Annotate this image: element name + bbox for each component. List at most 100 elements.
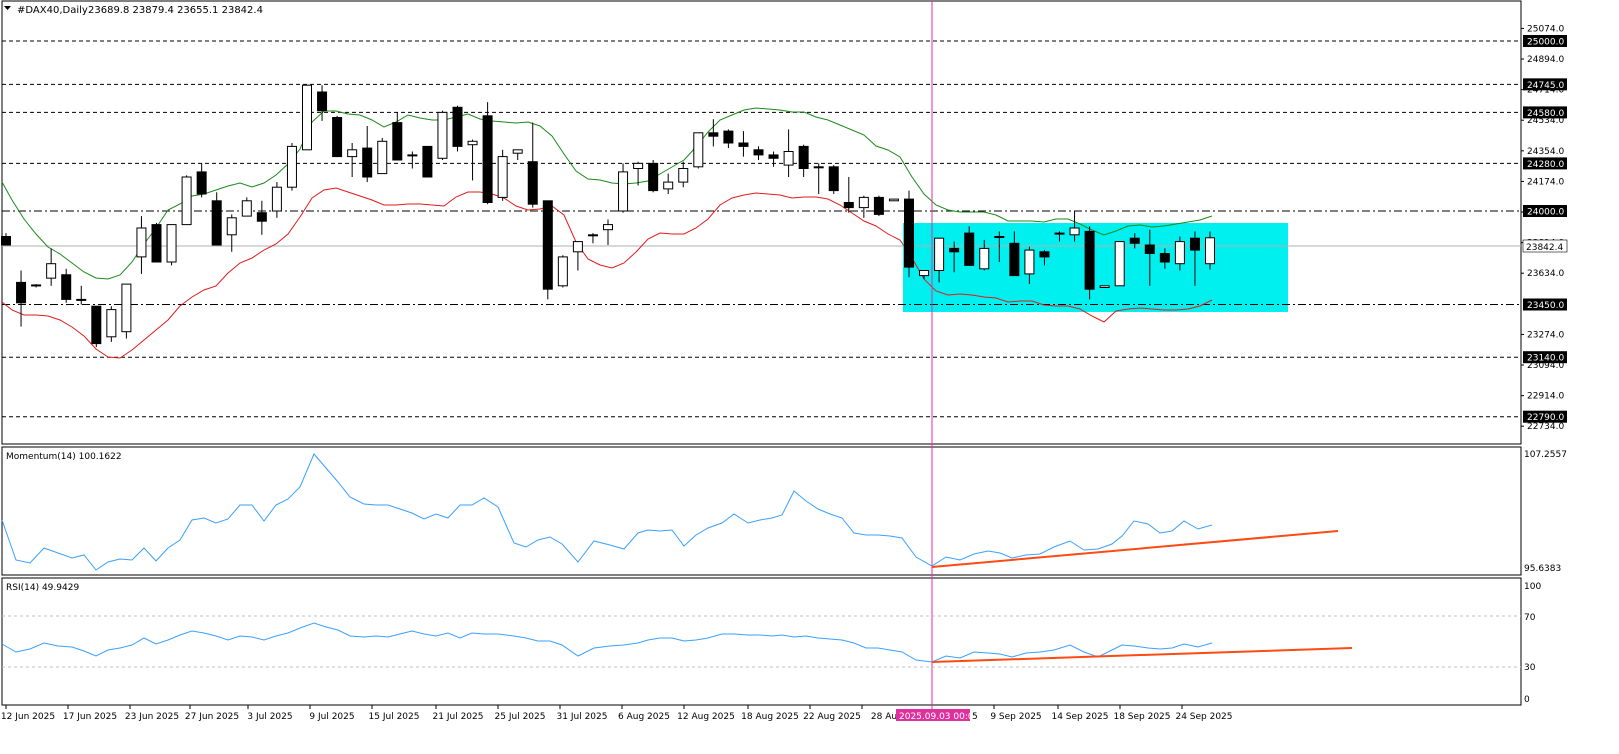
candle[interactable] — [587, 233, 598, 244]
candle-body-up — [1024, 249, 1035, 275]
candle[interactable] — [1069, 211, 1080, 242]
candle[interactable] — [708, 119, 719, 147]
candle[interactable] — [783, 129, 794, 177]
candle[interactable] — [136, 216, 147, 274]
price-axis[interactable]: 25074.0 24894.0 24714.0 24534.0 24354.0 24174… — [1521, 24, 1568, 705]
candle[interactable] — [377, 137, 388, 175]
candle[interactable] — [934, 237, 945, 283]
candle[interactable] — [663, 173, 674, 194]
candle[interactable] — [61, 268, 72, 303]
candle[interactable] — [392, 112, 403, 161]
candle[interactable] — [271, 182, 282, 218]
candle[interactable] — [964, 226, 975, 266]
candle[interactable] — [979, 239, 990, 271]
candle[interactable] — [557, 255, 568, 288]
candle[interactable] — [467, 139, 478, 181]
candle[interactable] — [738, 131, 749, 157]
candle[interactable] — [1159, 248, 1170, 269]
candle[interactable] — [1039, 250, 1050, 266]
candle[interactable] — [31, 284, 42, 288]
candle[interactable] — [437, 110, 448, 160]
candle[interactable] — [362, 126, 373, 183]
candle[interactable] — [332, 115, 343, 158]
candle[interactable] — [768, 151, 779, 167]
candle[interactable] — [1054, 231, 1065, 242]
candle[interactable] — [904, 190, 914, 278]
candle[interactable] — [407, 151, 418, 169]
candle[interactable] — [1129, 233, 1140, 249]
candle[interactable] — [497, 149, 508, 201]
consolidation-zone[interactable] — [903, 223, 1288, 312]
candle[interactable] — [994, 231, 1005, 262]
candle[interactable] — [196, 163, 207, 198]
candle[interactable] — [482, 102, 493, 205]
candle[interactable] — [858, 195, 869, 218]
candle-body-up — [286, 145, 297, 188]
candle[interactable] — [151, 222, 162, 263]
candle[interactable] — [91, 305, 102, 347]
candle[interactable] — [512, 149, 523, 160]
candle[interactable] — [693, 132, 704, 169]
candle[interactable] — [16, 270, 27, 327]
candle[interactable] — [603, 219, 613, 246]
candle[interactable] — [813, 163, 824, 194]
time-label-3: 27 Jun 2025 — [185, 712, 239, 722]
candle[interactable] — [843, 177, 854, 213]
candle[interactable] — [828, 165, 839, 194]
candle[interactable] — [648, 160, 659, 193]
candle[interactable] — [723, 129, 734, 149]
candle[interactable] — [1114, 241, 1125, 287]
candle[interactable] — [166, 224, 177, 266]
triangle-down-icon[interactable] — [4, 6, 11, 10]
candle[interactable] — [347, 143, 358, 177]
candle-body-up — [166, 224, 177, 263]
candle[interactable] — [798, 144, 809, 177]
candle[interactable] — [949, 241, 960, 273]
time-axis[interactable]: 12 Jun 2025 17 Jun 2025 23 Jun 2025 27 Jun … — [1, 705, 1233, 722]
rsi-trendline[interactable] — [931, 647, 1353, 663]
level-tag-7 — [1523, 410, 1567, 423]
candle[interactable] — [241, 197, 252, 217]
candle[interactable] — [452, 105, 463, 152]
candle[interactable] — [572, 241, 583, 271]
candle[interactable] — [753, 146, 764, 160]
candle[interactable] — [121, 283, 132, 339]
candle[interactable] — [211, 192, 222, 246]
candle[interactable] — [226, 214, 237, 252]
candle[interactable] — [106, 306, 117, 342]
candle[interactable] — [1024, 246, 1035, 285]
candle[interactable] — [1084, 226, 1095, 300]
momentum-trendline[interactable] — [931, 530, 1339, 568]
candle[interactable] — [1009, 231, 1020, 277]
candle[interactable] — [678, 161, 689, 188]
candle[interactable] — [919, 270, 930, 280]
candle-body-down — [211, 200, 222, 246]
candle-body-down — [332, 117, 343, 158]
candle-body-down — [392, 122, 403, 161]
candle[interactable] — [1174, 236, 1185, 271]
crosshair-date: 2025.09.03 00:00 — [899, 712, 980, 722]
candle-body-down — [723, 130, 734, 144]
candle[interactable] — [181, 175, 192, 226]
candle[interactable] — [1099, 285, 1110, 288]
candle[interactable] — [256, 200, 267, 235]
candle[interactable] — [46, 248, 57, 286]
candle[interactable] — [317, 85, 328, 121]
candle-body-up — [136, 227, 147, 258]
candle-body-up — [76, 298, 87, 301]
candle[interactable] — [888, 198, 899, 202]
candle[interactable] — [873, 195, 884, 217]
candle[interactable] — [633, 161, 644, 186]
candle[interactable] — [422, 145, 433, 178]
candle[interactable] — [302, 84, 312, 151]
candle[interactable] — [76, 285, 87, 305]
candle[interactable] — [527, 122, 538, 208]
candle[interactable] — [1144, 229, 1155, 286]
candle[interactable] — [1189, 231, 1200, 286]
candle[interactable] — [618, 163, 629, 213]
candle[interactable] — [542, 200, 553, 300]
candle[interactable] — [1, 233, 11, 246]
candle[interactable] — [1205, 231, 1215, 270]
candle[interactable] — [286, 143, 297, 191]
